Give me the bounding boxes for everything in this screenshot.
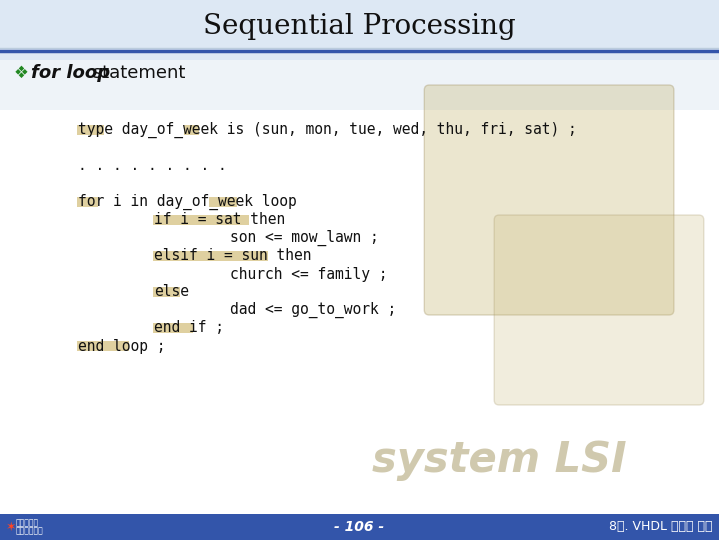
FancyBboxPatch shape <box>77 125 104 135</box>
Text: else: else <box>154 285 189 300</box>
FancyBboxPatch shape <box>210 197 237 207</box>
FancyBboxPatch shape <box>424 85 674 315</box>
Text: Sequential Processing: Sequential Processing <box>203 14 516 40</box>
FancyBboxPatch shape <box>153 251 269 261</box>
FancyBboxPatch shape <box>153 287 180 297</box>
Bar <box>0 0 719 60</box>
Text: type day_of_week is (sun, mon, tue, wed, thu, fri, sat) ;: type day_of_week is (sun, mon, tue, wed,… <box>78 122 577 138</box>
Text: for loop: for loop <box>31 64 110 82</box>
Text: system LSI: system LSI <box>372 439 626 481</box>
FancyBboxPatch shape <box>184 125 199 135</box>
Text: end if ;: end if ; <box>154 321 224 335</box>
Text: statement: statement <box>87 64 185 82</box>
Bar <box>0 60 719 110</box>
Text: ❖: ❖ <box>14 64 29 82</box>
Text: end loop ;: end loop ; <box>78 339 166 354</box>
FancyBboxPatch shape <box>77 341 130 351</box>
Text: 홍춘미학교: 홍춘미학교 <box>16 518 39 528</box>
Text: 전자경보다록: 전자경보다록 <box>16 526 44 536</box>
Text: for i in day_of_week loop: for i in day_of_week loop <box>78 194 297 210</box>
Text: 8장. VHDL 구문과 예제: 8장. VHDL 구문과 예제 <box>609 521 713 534</box>
Text: elsif i = sun then: elsif i = sun then <box>154 248 311 264</box>
Text: dad <= go_to_work ;: dad <= go_to_work ; <box>230 302 396 318</box>
FancyBboxPatch shape <box>153 215 249 225</box>
FancyBboxPatch shape <box>494 215 704 405</box>
FancyBboxPatch shape <box>77 197 98 207</box>
Text: ✶: ✶ <box>6 521 17 534</box>
Text: - 106 -: - 106 - <box>334 520 384 534</box>
Text: church <= family ;: church <= family ; <box>230 267 387 281</box>
FancyBboxPatch shape <box>153 323 193 333</box>
Text: . . . . . . . . .: . . . . . . . . . <box>78 159 227 173</box>
Text: if i = sat then: if i = sat then <box>154 213 285 227</box>
Bar <box>0 514 719 540</box>
Text: son <= mow_lawn ;: son <= mow_lawn ; <box>230 230 379 246</box>
